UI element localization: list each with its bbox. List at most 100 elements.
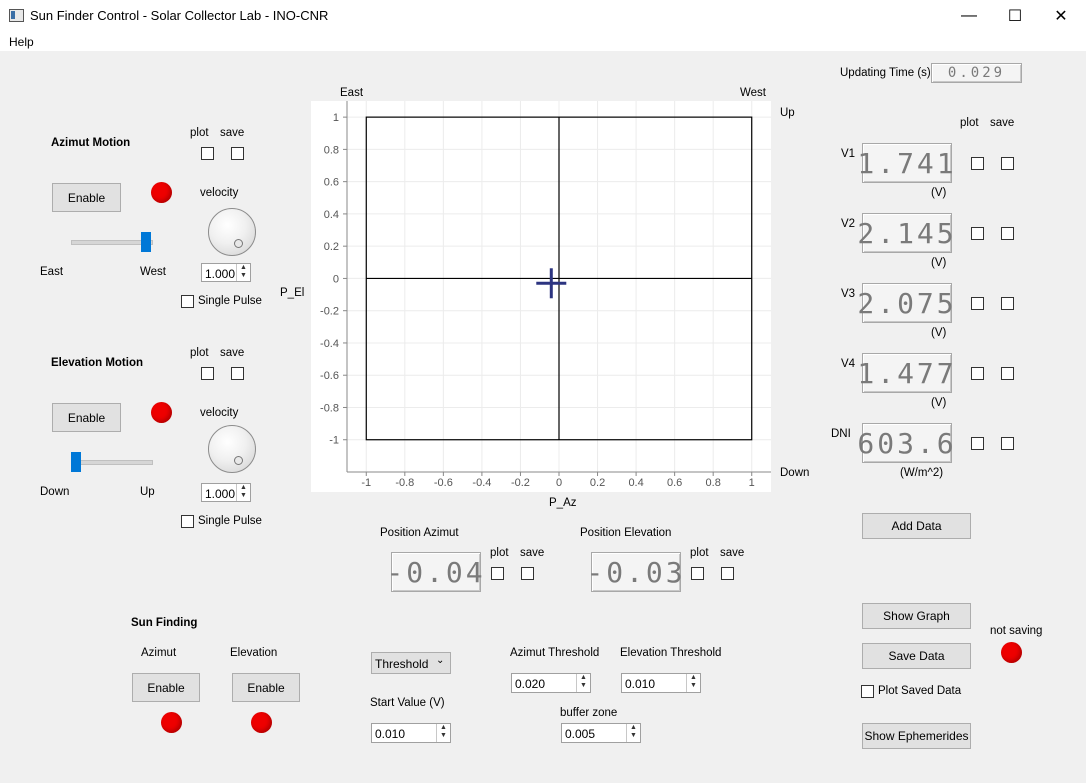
elevation-save-checkbox[interactable] bbox=[231, 367, 244, 380]
saving-status-led bbox=[1001, 642, 1022, 663]
voltage-row-label: V4 bbox=[841, 358, 856, 370]
y-tick-label: 0.2 bbox=[324, 241, 339, 253]
voltage-row-display: 1.741 bbox=[857, 143, 954, 183]
position-elevation-save-label: save bbox=[720, 547, 745, 559]
voltage-row-unit: (V) bbox=[931, 397, 947, 409]
voltage-row-unit: (V) bbox=[931, 257, 947, 269]
voltage-row-plot-checkbox[interactable] bbox=[971, 227, 984, 240]
x-tick-label: -0.6 bbox=[434, 477, 453, 489]
y-tick-label: 0.8 bbox=[324, 144, 339, 156]
spin-arrows-icon[interactable]: ▲ ▼ bbox=[436, 724, 450, 742]
sun-finding-elevation-enable-button[interactable]: Enable bbox=[232, 673, 300, 702]
position-azimut-plot-label: plot bbox=[490, 547, 509, 559]
buffer-zone-spinbox[interactable]: 0.005 ▲ ▼ bbox=[561, 723, 641, 743]
position-azimut-plot-checkbox[interactable] bbox=[491, 567, 504, 580]
position-elevation-plot-label: plot bbox=[690, 547, 709, 559]
chart-west-label: West bbox=[740, 87, 766, 99]
y-tick-label: -1 bbox=[329, 435, 339, 447]
y-tick-label: 1 bbox=[333, 112, 339, 124]
spin-arrows-icon[interactable]: ▲ ▼ bbox=[236, 484, 250, 501]
voltage-row-save-checkbox[interactable] bbox=[1001, 227, 1014, 240]
position-azimut-save-label: save bbox=[520, 547, 545, 559]
tracking-plot[interactable]: -1 -0.8 -0.6 -0.4 -0.2 0 0.2 0.4 0.6 0.8 1 1 0.8 0.6 0… bbox=[311, 101, 771, 492]
voltage-row-display: 2.075 bbox=[857, 283, 954, 323]
elevation-threshold-label: Elevation Threshold bbox=[620, 647, 722, 659]
voltage-row-label: V3 bbox=[841, 288, 856, 300]
azimut-save-checkbox[interactable] bbox=[231, 147, 244, 160]
minimize-button[interactable]: — bbox=[961, 6, 977, 24]
azimut-threshold-spinbox[interactable]: 0.020 ▲ ▼ bbox=[511, 673, 591, 693]
spin-arrows-icon[interactable]: ▲ ▼ bbox=[236, 264, 250, 281]
position-azimut-label: Position Azimut bbox=[380, 527, 459, 539]
sun-finding-elevation-led bbox=[251, 712, 272, 733]
threshold-mode-combo[interactable]: Threshold ⌄ bbox=[371, 652, 451, 674]
voltage-row-plot-checkbox[interactable] bbox=[971, 157, 984, 170]
position-elevation-plot-checkbox[interactable] bbox=[691, 567, 704, 580]
chart-y-axis-label: P_El bbox=[280, 287, 305, 299]
menu-bar bbox=[0, 31, 1086, 52]
start-value-value: 0.010 bbox=[375, 727, 406, 741]
elevation-slider-groove bbox=[71, 460, 153, 465]
azimut-plot-label: plot bbox=[190, 127, 209, 139]
buffer-zone-label: buffer zone bbox=[560, 707, 618, 719]
azimut-single-pulse-label: Single Pulse bbox=[198, 295, 262, 307]
voltage-row-display: 1.477 bbox=[857, 353, 954, 393]
position-elevation-label: Position Elevation bbox=[580, 527, 672, 539]
elevation-threshold-value: 0.010 bbox=[625, 677, 656, 691]
voltage-row-unit: (W/m^2) bbox=[900, 467, 944, 479]
voltage-row-save-checkbox[interactable] bbox=[1001, 157, 1014, 170]
plot-saved-data-checkbox[interactable] bbox=[861, 685, 874, 698]
elevation-up-label: Up bbox=[140, 486, 155, 498]
close-button[interactable]: ✕ bbox=[1054, 7, 1068, 25]
sun-finding-title: Sun Finding bbox=[131, 617, 198, 629]
elevation-velocity-value: 1.000 bbox=[205, 487, 236, 501]
start-value-label: Start Value (V) bbox=[370, 697, 445, 709]
azimut-threshold-value: 0.020 bbox=[515, 677, 546, 691]
x-tick-label: -1 bbox=[361, 477, 371, 489]
y-tick-label: 0 bbox=[333, 273, 339, 285]
elevation-single-pulse-label: Single Pulse bbox=[198, 515, 262, 527]
maximize-button[interactable]: ☐ bbox=[1007, 7, 1023, 25]
spin-arrows-icon[interactable]: ▲ ▼ bbox=[626, 724, 640, 742]
elevation-single-pulse-checkbox[interactable] bbox=[181, 515, 194, 528]
elevation-velocity-label: velocity bbox=[200, 407, 239, 419]
elevation-threshold-spinbox[interactable]: 0.010 ▲ ▼ bbox=[621, 673, 701, 693]
elevation-dial-indicator bbox=[234, 456, 243, 465]
voltage-row-save-checkbox[interactable] bbox=[1001, 297, 1014, 310]
azimut-velocity-spinbox[interactable]: 1.000 ▲ ▼ bbox=[201, 263, 251, 282]
azimut-velocity-dial[interactable] bbox=[208, 208, 256, 256]
voltage-row-save-checkbox[interactable] bbox=[1001, 367, 1014, 380]
azimut-enable-button[interactable]: Enable bbox=[52, 183, 121, 212]
elevation-plot-checkbox[interactable] bbox=[201, 367, 214, 380]
elevation-status-led bbox=[151, 402, 172, 423]
elevation-velocity-spinbox[interactable]: 1.000 ▲ ▼ bbox=[201, 483, 251, 502]
voltage-row-save-checkbox[interactable] bbox=[1001, 437, 1014, 450]
voltage-row-plot-checkbox[interactable] bbox=[971, 367, 984, 380]
add-data-button[interactable]: Add Data bbox=[862, 513, 971, 539]
elevation-enable-button[interactable]: Enable bbox=[52, 403, 121, 432]
voltage-row-display: 2.145 bbox=[857, 213, 954, 253]
spin-arrows-icon[interactable]: ▲ ▼ bbox=[576, 674, 590, 692]
voltage-row-plot-checkbox[interactable] bbox=[971, 437, 984, 450]
elevation-slider-handle[interactable] bbox=[71, 452, 81, 472]
spin-arrows-icon[interactable]: ▲ ▼ bbox=[686, 674, 700, 692]
x-tick-label: -0.8 bbox=[395, 477, 414, 489]
menu-help[interactable]: Help bbox=[9, 35, 34, 49]
x-tick-label: 0 bbox=[556, 477, 562, 489]
y-tick-label: -0.6 bbox=[320, 370, 339, 382]
elevation-velocity-dial[interactable] bbox=[208, 425, 256, 473]
azimut-slider-handle[interactable] bbox=[141, 232, 151, 252]
azimut-dial-indicator bbox=[234, 239, 243, 248]
voltage-row-plot-checkbox[interactable] bbox=[971, 297, 984, 310]
elevation-motion-title: Elevation Motion bbox=[51, 357, 143, 369]
show-graph-button[interactable]: Show Graph bbox=[862, 603, 971, 629]
save-data-button[interactable]: Save Data bbox=[862, 643, 971, 669]
azimut-plot-checkbox[interactable] bbox=[201, 147, 214, 160]
position-elevation-display: -0.03 bbox=[586, 552, 683, 592]
show-ephemerides-button[interactable]: Show Ephemerides bbox=[862, 723, 971, 749]
position-azimut-save-checkbox[interactable] bbox=[521, 567, 534, 580]
position-elevation-save-checkbox[interactable] bbox=[721, 567, 734, 580]
sun-finding-azimut-enable-button[interactable]: Enable bbox=[132, 673, 200, 702]
azimut-single-pulse-checkbox[interactable] bbox=[181, 295, 194, 308]
start-value-spinbox[interactable]: 0.010 ▲ ▼ bbox=[371, 723, 451, 743]
